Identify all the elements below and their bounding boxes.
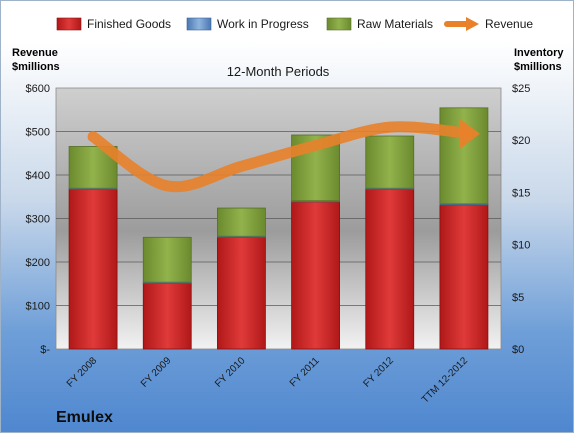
right-axis-label: Inventory $millions xyxy=(514,47,564,73)
legend-label-work-in-progress: Work in Progress xyxy=(217,17,309,31)
x-tick-label: FY 2011 xyxy=(288,355,322,389)
left-tick-label: $200 xyxy=(26,257,50,269)
right-tick-label: $5 xyxy=(512,292,524,304)
legend-swatch-finished-goods xyxy=(56,17,82,31)
bar-raw-materials xyxy=(365,135,415,189)
right-tick-label: $15 xyxy=(512,187,530,199)
bar-finished-goods xyxy=(142,282,192,350)
right-tick-label: $10 xyxy=(512,240,530,252)
x-tick-label: TTM 12-2012 xyxy=(420,355,471,406)
axis-label-line: Revenue xyxy=(12,47,58,59)
right-tick-label: $25 xyxy=(512,83,530,95)
legend-swatch-revenue-arrowhead xyxy=(466,17,479,31)
bar-raw-materials xyxy=(217,207,266,237)
legend-swatch-raw-materials xyxy=(326,17,352,31)
axis-label-line: $millions xyxy=(12,61,60,73)
left-tick-label: $300 xyxy=(26,214,50,226)
x-tick-label: FY 2008 xyxy=(65,355,100,390)
chart-title: 12-Month Periods xyxy=(227,64,330,79)
bar-finished-goods xyxy=(217,236,266,350)
company-name: Emulex xyxy=(56,409,113,426)
right-tick-label: $0 xyxy=(512,344,524,356)
left-tick-label: $400 xyxy=(26,170,50,182)
right-tick-label: $20 xyxy=(512,135,530,147)
revenue-line-path xyxy=(87,121,470,193)
left-axis-ticks: $- $100 $200 $300 $400 $500 $600 xyxy=(26,83,51,356)
x-tick-label: FY 2012 xyxy=(361,355,396,390)
revenue-line-arrowhead xyxy=(459,118,480,149)
bar-finished-goods xyxy=(68,188,118,350)
x-axis-ticks: FY 2008 FY 2009 FY 2010 FY 2011 FY 2012 TTM 1… xyxy=(65,355,471,406)
bar-finished-goods xyxy=(365,188,415,350)
legend-label-finished-goods: Finished Goods xyxy=(87,17,171,31)
left-tick-label: $100 xyxy=(26,301,50,313)
bar-raw-materials xyxy=(142,236,192,283)
axis-label-line: Inventory xyxy=(514,47,564,59)
left-axis-label: Revenue $millions xyxy=(12,47,60,73)
right-axis-ticks: $0 $5 $10 $15 $20 $25 xyxy=(512,83,530,356)
x-tick-label: FY 2009 xyxy=(139,355,174,390)
legend-label-raw-materials: Raw Materials xyxy=(357,17,433,31)
axis-label-line: $millions xyxy=(514,61,562,73)
legend-swatch-work-in-progress xyxy=(186,17,212,31)
revenue-line xyxy=(87,118,480,193)
left-tick-label: $600 xyxy=(26,83,50,95)
bar-finished-goods xyxy=(439,204,489,350)
left-tick-label: $- xyxy=(40,344,50,356)
legend-label-revenue: Revenue xyxy=(485,17,533,31)
bar-finished-goods xyxy=(291,201,340,350)
bars xyxy=(68,107,489,350)
x-tick-label: FY 2010 xyxy=(213,355,248,390)
left-tick-label: $500 xyxy=(26,127,50,139)
legend: Finished Goods Work in Progress Raw Mate… xyxy=(56,17,533,31)
